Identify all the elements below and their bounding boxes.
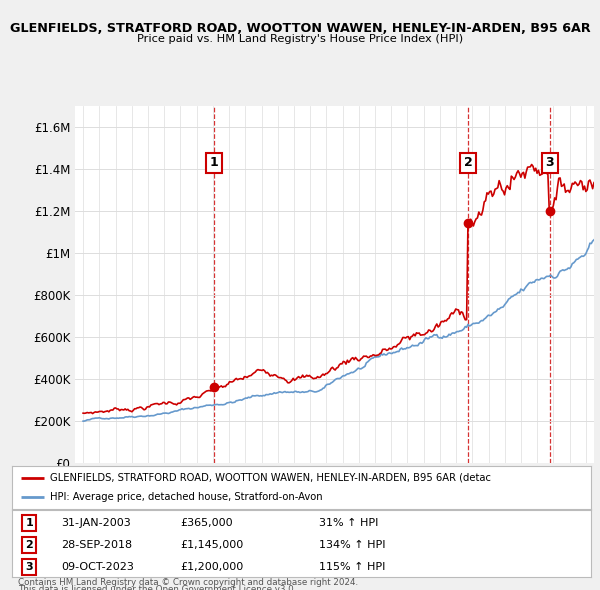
Text: Price paid vs. HM Land Registry's House Price Index (HPI): Price paid vs. HM Land Registry's House …	[137, 34, 463, 44]
Text: £365,000: £365,000	[180, 518, 233, 528]
Text: This data is licensed under the Open Government Licence v3.0.: This data is licensed under the Open Gov…	[18, 585, 296, 590]
Text: HPI: Average price, detached house, Stratford-on-Avon: HPI: Average price, detached house, Stra…	[50, 492, 322, 502]
Text: 28-SEP-2018: 28-SEP-2018	[61, 540, 133, 550]
Text: 3: 3	[26, 562, 33, 572]
Text: 1: 1	[210, 156, 218, 169]
Text: 115% ↑ HPI: 115% ↑ HPI	[319, 562, 385, 572]
Text: 2: 2	[464, 156, 473, 169]
Text: 09-OCT-2023: 09-OCT-2023	[61, 562, 134, 572]
Text: £1,200,000: £1,200,000	[180, 562, 243, 572]
Text: Contains HM Land Registry data © Crown copyright and database right 2024.: Contains HM Land Registry data © Crown c…	[18, 578, 358, 587]
Text: 31% ↑ HPI: 31% ↑ HPI	[319, 518, 378, 528]
Text: GLENFIELDS, STRATFORD ROAD, WOOTTON WAWEN, HENLEY-IN-ARDEN, B95 6AR: GLENFIELDS, STRATFORD ROAD, WOOTTON WAWE…	[10, 22, 590, 35]
Text: 31-JAN-2003: 31-JAN-2003	[61, 518, 131, 528]
Text: GLENFIELDS, STRATFORD ROAD, WOOTTON WAWEN, HENLEY-IN-ARDEN, B95 6AR (detac: GLENFIELDS, STRATFORD ROAD, WOOTTON WAWE…	[50, 473, 491, 483]
Text: 2: 2	[25, 540, 33, 550]
Text: 134% ↑ HPI: 134% ↑ HPI	[319, 540, 385, 550]
Text: £1,145,000: £1,145,000	[180, 540, 243, 550]
Text: 1: 1	[25, 518, 33, 528]
Text: 3: 3	[545, 156, 554, 169]
